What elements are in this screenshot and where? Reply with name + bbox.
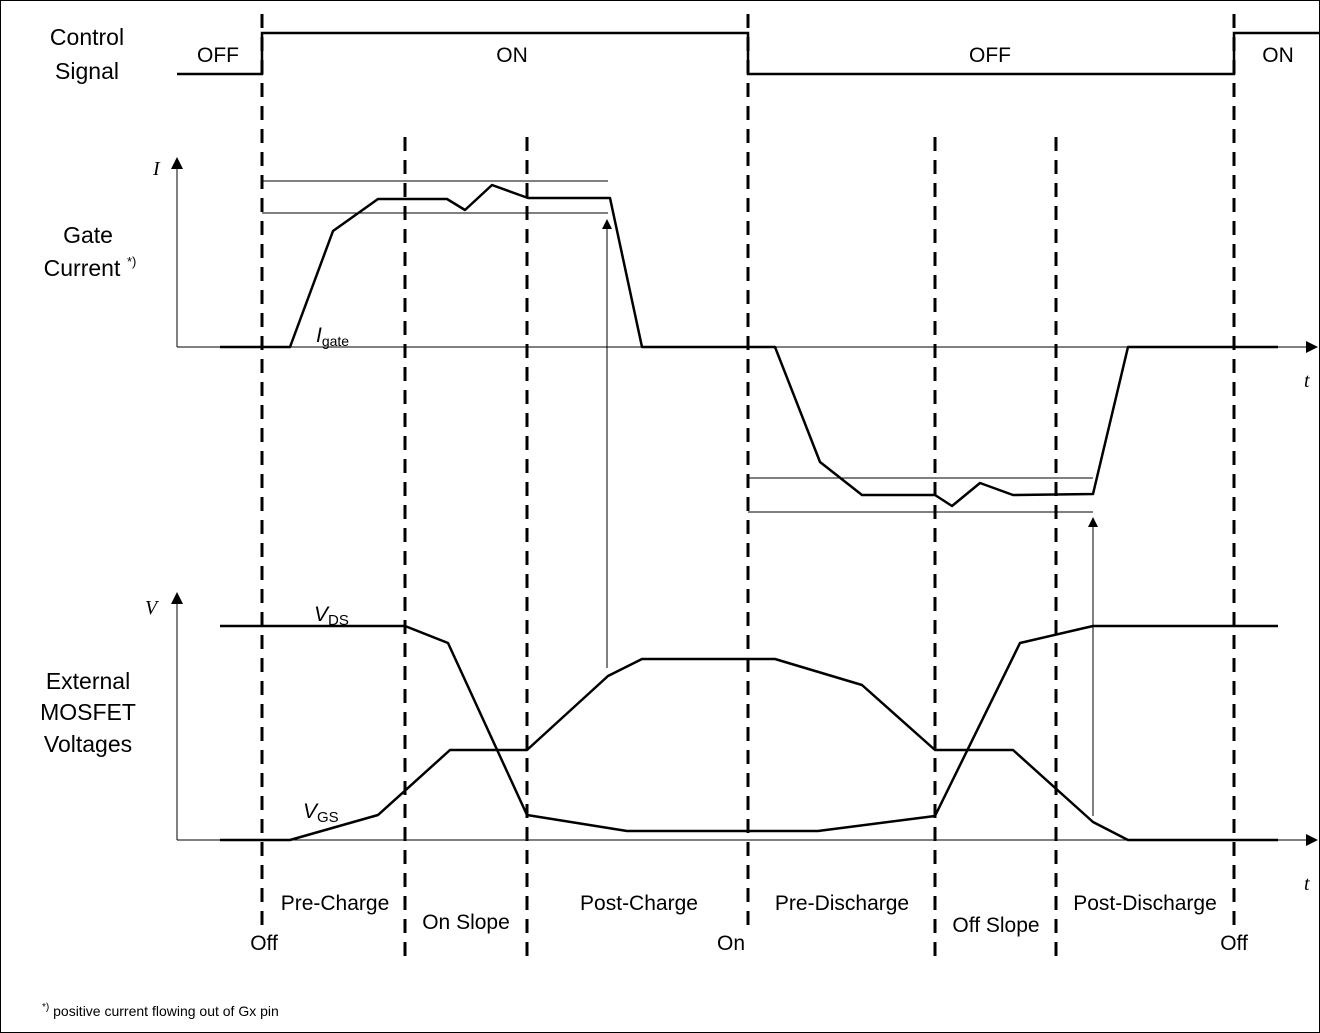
- gate-current-footnote-mark: *): [127, 254, 136, 269]
- control-signal-label-2: Signal: [55, 58, 119, 84]
- voltage-axis-label: V: [145, 597, 160, 619]
- external-mosfet-label-2: MOSFET: [40, 699, 136, 725]
- transition-off-2: Off: [1220, 932, 1248, 955]
- time-axis-bottom-label: t: [1304, 873, 1310, 895]
- vgs-label: VGS: [303, 800, 339, 826]
- igate-label: Igate: [316, 324, 349, 349]
- vgs-waveform: [220, 657, 1278, 842]
- vds-label: VDS: [314, 603, 349, 629]
- external-mosfet-label-3: Voltages: [44, 731, 132, 757]
- external-mosfet-label-1: External: [46, 668, 130, 694]
- phase-off-slope: Off Slope: [952, 914, 1039, 937]
- phase-post-charge: Post-Charge: [580, 892, 698, 915]
- control-state-on-2: ON: [1262, 44, 1294, 67]
- control-state-off-1: OFF: [197, 44, 239, 67]
- footnote: *) positive current flowing out of Gx pi…: [42, 1002, 279, 1019]
- transition-off-1: Off: [250, 932, 278, 955]
- control-state-off-2: OFF: [969, 44, 1011, 67]
- current-axis-label: I: [152, 158, 161, 180]
- phase-pre-discharge: Pre-Discharge: [775, 892, 909, 915]
- gate-current-label-1: Gate: [63, 222, 113, 248]
- control-signal-label-1: Control: [50, 24, 124, 50]
- transition-on: On: [717, 932, 745, 955]
- control-state-on-1: ON: [496, 44, 528, 67]
- gate-current-label-2: Current: [44, 255, 121, 281]
- phase-boundaries: [260, 14, 1236, 958]
- igate-waveform: [220, 183, 1278, 508]
- vds-waveform: [220, 624, 1278, 833]
- phase-pre-charge: Pre-Charge: [281, 892, 390, 915]
- time-axis-top-label: t: [1304, 370, 1310, 392]
- phase-on-slope: On Slope: [422, 911, 510, 934]
- phase-post-discharge: Post-Discharge: [1073, 892, 1217, 915]
